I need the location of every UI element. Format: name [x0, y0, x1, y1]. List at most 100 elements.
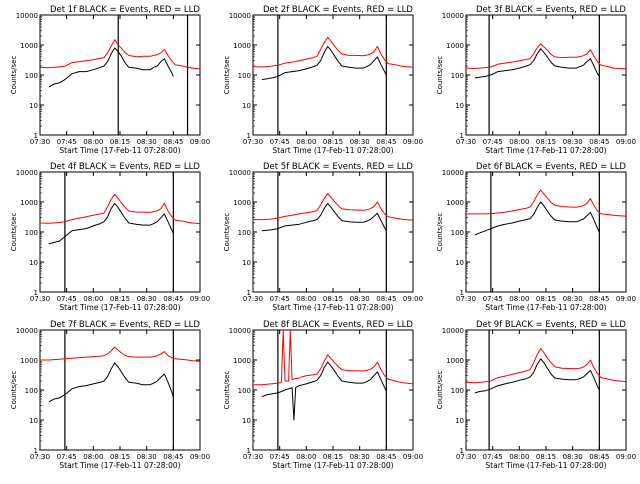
plot-frame [252, 171, 414, 293]
series-lld-line [40, 346, 201, 362]
chart-title: Det 5f BLACK = Events, RED = LLD [263, 162, 413, 172]
x-tick-label: 07:45 [483, 453, 503, 461]
y-tick-label: 1 [34, 289, 38, 297]
plot-frame [465, 171, 627, 293]
x-tick-label: 08:15 [536, 295, 556, 303]
x-axis-label: Start Time (17-Feb-11 07:28:00) [59, 303, 180, 312]
x-tick-label: 08:15 [536, 138, 556, 146]
x-tick-label: 08:30 [137, 453, 157, 461]
x-tick-label: 07:30 [30, 138, 50, 146]
y-axis-label: Counts/sec [10, 213, 18, 252]
x-tick-label: 09:00 [403, 453, 423, 461]
x-axis-label: Start Time (17-Feb-11 07:28:00) [485, 303, 606, 312]
y-axis-label: Counts/sec [223, 371, 231, 410]
x-tick-label: 08:00 [509, 453, 529, 461]
y-tick-label: 10000 [16, 169, 38, 177]
x-tick-label: 08:15 [323, 295, 343, 303]
series-lld-line [253, 329, 414, 386]
chart-panel-3: Det 3f BLACK = Events, RED = LLD 1 10 100 10… [436, 5, 636, 155]
y-tick-label: 10000 [16, 327, 38, 335]
y-axis-label: Counts/sec [436, 213, 444, 252]
x-tick-label: 07:45 [270, 453, 290, 461]
y-tick-label: 1 [247, 447, 251, 455]
x-tick-label: 07:30 [243, 295, 263, 303]
y-tick-label: 1000 [446, 357, 464, 365]
x-tick-label: 08:00 [296, 453, 316, 461]
series-events-line [261, 202, 387, 232]
x-tick-label: 07:45 [57, 453, 77, 461]
y-axis-label: Counts/sec [10, 56, 18, 95]
x-axis-label: Start Time (17-Feb-11 07:28:00) [59, 461, 180, 470]
chart-panel-7: Det 7f BLACK = Events, RED = LLD 1 10 100 10… [10, 320, 210, 470]
y-tick-label: 100 [25, 72, 38, 80]
y-tick-label: 10 [455, 102, 464, 110]
x-tick-label: 08:30 [563, 295, 583, 303]
y-tick-label: 10 [455, 417, 464, 425]
x-tick-label: 08:15 [110, 295, 130, 303]
y-tick-label: 10000 [442, 12, 464, 20]
x-tick-label: 08:00 [296, 138, 316, 146]
x-tick-label: 08:30 [563, 453, 583, 461]
plot-frame [39, 14, 201, 136]
y-tick-label: 100 [451, 72, 464, 80]
y-tick-label: 10 [455, 259, 464, 267]
series-lld-line [253, 193, 414, 221]
y-tick-label: 10000 [229, 12, 251, 20]
y-tick-label: 1 [34, 132, 38, 140]
plot-frame [465, 329, 627, 451]
chart-title: Det 2f BLACK = Events, RED = LLD [263, 5, 413, 15]
series-lld-line [39, 193, 201, 225]
chart-title: Det 6f BLACK = Events, RED = LLD [476, 162, 626, 172]
x-axis-label: Start Time (17-Feb-11 07:28:00) [59, 146, 180, 155]
y-tick-label: 100 [238, 72, 251, 80]
x-tick-label: 07:45 [270, 295, 290, 303]
x-tick-label: 08:15 [110, 453, 130, 461]
x-tick-label: 08:15 [110, 138, 130, 146]
y-tick-label: 1 [247, 132, 251, 140]
y-tick-label: 10000 [16, 12, 38, 20]
y-tick-label: 1 [460, 447, 464, 455]
y-tick-label: 1 [247, 289, 251, 297]
series-lld-line [252, 36, 414, 68]
chart-panel-6: Det 6f BLACK = Events, RED = LLD 1 10 100 10… [436, 162, 636, 312]
y-tick-label: 1000 [446, 199, 464, 207]
chart-title: Det 1f BLACK = Events, RED = LLD [50, 5, 200, 15]
x-tick-label: 08:15 [323, 453, 343, 461]
x-tick-label: 08:45 [589, 138, 609, 146]
series-events-line [261, 45, 387, 81]
x-tick-label: 09:00 [190, 295, 210, 303]
chart-panel-8: Det 8f BLACK = Events, RED = LLD 1 10 100 10… [223, 320, 423, 470]
plot-frame [39, 171, 201, 293]
series-events-line [474, 358, 600, 394]
x-tick-label: 08:00 [509, 295, 529, 303]
chart-panel-9: Det 9f BLACK = Events, RED = LLD 1 10 100 10… [436, 320, 636, 470]
y-tick-label: 1 [460, 132, 464, 140]
x-tick-label: 09:00 [616, 295, 636, 303]
chart-title: Det 7f BLACK = Events, RED = LLD [50, 320, 200, 330]
y-tick-label: 100 [25, 387, 38, 395]
x-tick-label: 07:45 [483, 295, 503, 303]
x-tick-label: 08:45 [163, 138, 183, 146]
chart-title: Det 8f BLACK = Events, RED = LLD [263, 320, 413, 330]
y-tick-label: 100 [451, 387, 464, 395]
x-tick-label: 08:00 [296, 295, 316, 303]
plot-frame [39, 329, 201, 451]
x-tick-label: 08:45 [163, 453, 183, 461]
x-tick-label: 07:45 [483, 138, 503, 146]
y-tick-label: 10 [29, 417, 38, 425]
y-tick-label: 10000 [229, 169, 251, 177]
x-tick-label: 07:30 [456, 138, 476, 146]
series-lld-line [465, 348, 627, 384]
x-tick-label: 07:30 [456, 453, 476, 461]
y-tick-label: 1000 [20, 42, 38, 50]
x-axis-label: Start Time (17-Feb-11 07:28:00) [485, 146, 606, 155]
y-tick-label: 10000 [442, 327, 464, 335]
x-axis-label: Start Time (17-Feb-11 07:28:00) [272, 146, 393, 155]
y-tick-label: 100 [238, 387, 251, 395]
plot-frame [252, 14, 414, 136]
x-tick-label: 08:45 [163, 295, 183, 303]
y-tick-label: 10 [29, 259, 38, 267]
y-tick-label: 10 [242, 417, 251, 425]
chart-panel-5: Det 5f BLACK = Events, RED = LLD 1 10 100 10… [223, 162, 423, 312]
y-tick-label: 1000 [20, 357, 38, 365]
